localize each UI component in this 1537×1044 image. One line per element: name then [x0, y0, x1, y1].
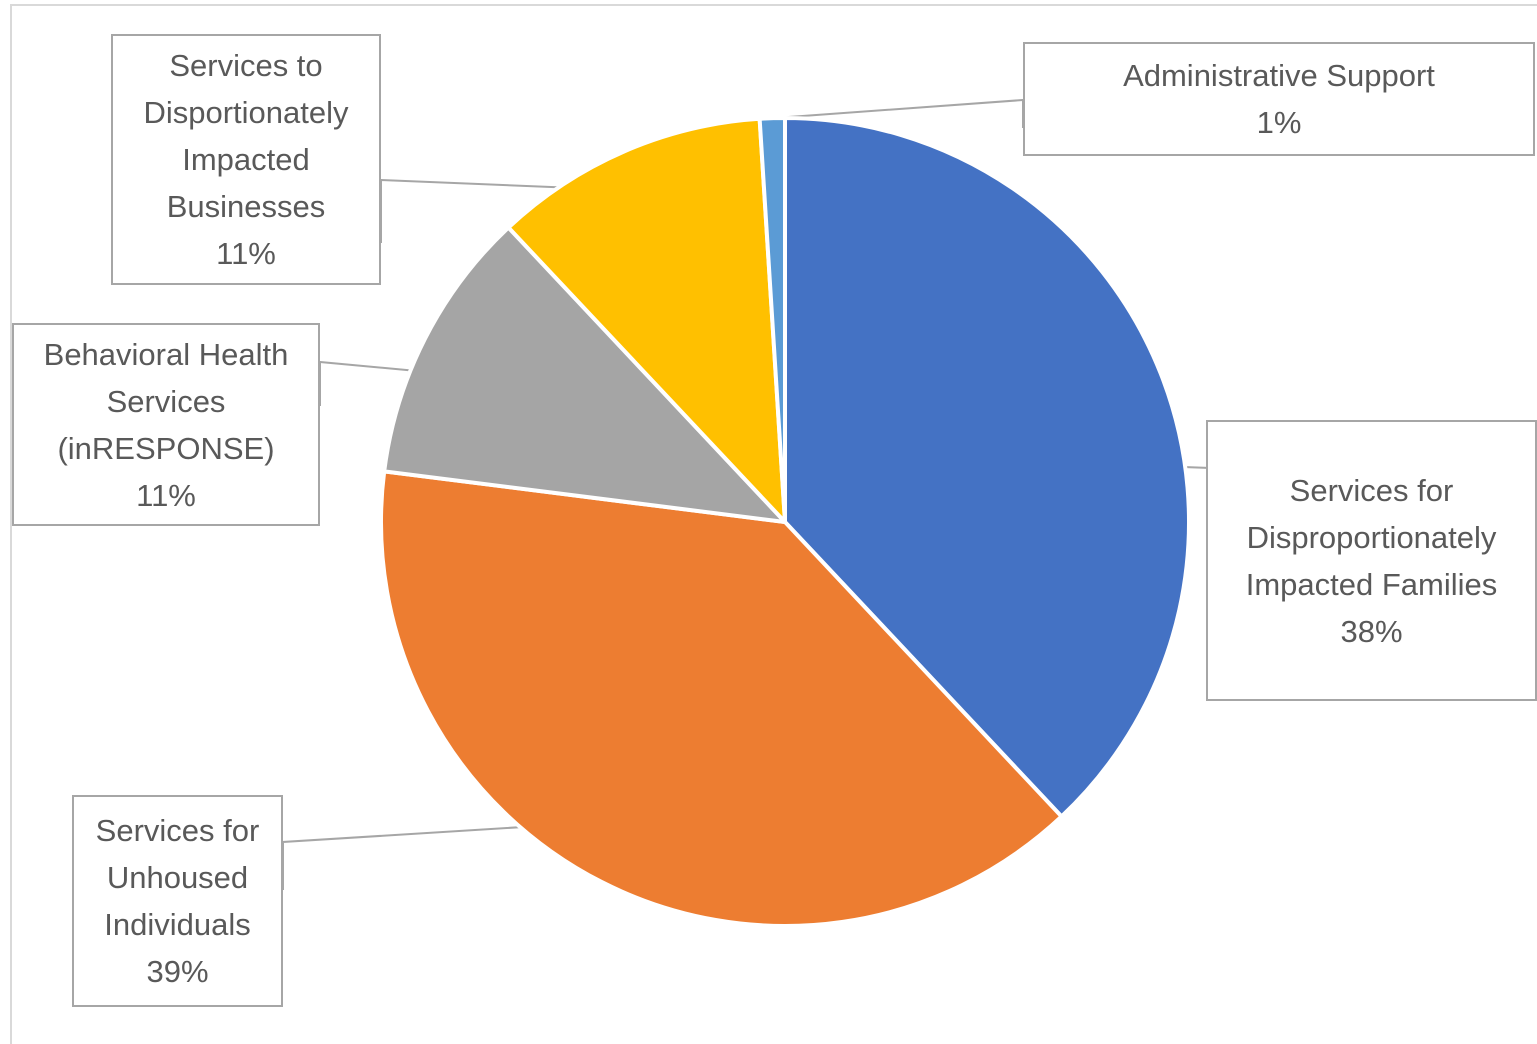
data-label-text: Impacted Families [1245, 566, 1498, 602]
data-label-percent: 39% [146, 954, 209, 989]
data-label-callout: Behavioral Health Services (inRESPONSE) 11% [12, 323, 320, 526]
pie-slices [379, 116, 1191, 928]
data-label-callout: Administrative Support 1% [1023, 42, 1535, 156]
leader-line [282, 824, 556, 890]
pie-slice-services-to-disportionately-impacted-businesses [506, 116, 787, 524]
data-label-percent: 11% [216, 236, 276, 271]
data-label-text: Services for [95, 813, 260, 848]
pie-slice-services-for-unhoused-individuals [379, 469, 1064, 928]
pie-slice-behavioral-health-services-inresponse [382, 225, 787, 524]
leader-line [380, 178, 626, 243]
data-label-text: Services [106, 383, 226, 419]
data-label-text: Individuals [104, 907, 251, 942]
data-label-text: Disportionately [143, 95, 349, 130]
data-label-text: Businesses [166, 189, 326, 224]
data-label-text: Disproportionately [1246, 519, 1497, 555]
data-label-callout: Services to Disportionately Impacted Busine… [111, 34, 381, 285]
data-label-text: (inRESPONSE) [57, 430, 275, 466]
data-label-percent: 1% [1256, 105, 1302, 140]
pie-slice-services-for-disproportionately-impacted-families [783, 116, 1191, 819]
data-label-callout: Services for Disproportionately Impacted F… [1206, 420, 1537, 701]
data-label-percent: 11% [136, 477, 196, 513]
data-label-text: Unhoused [106, 860, 249, 895]
data-label-text: Services for [1289, 472, 1454, 508]
pie-slice-administrative-support [757, 116, 787, 524]
data-label-text: Impacted [182, 142, 310, 177]
chart-frame [10, 4, 1537, 1044]
data-label-text: Services to [169, 48, 323, 83]
data-label-text: Behavioral Health [43, 336, 289, 372]
data-label-text: Administrative Support [1123, 58, 1435, 93]
data-label-callout: Services for Unhoused Individuals 39% [72, 795, 283, 1007]
data-label-percent: 38% [1340, 613, 1403, 649]
